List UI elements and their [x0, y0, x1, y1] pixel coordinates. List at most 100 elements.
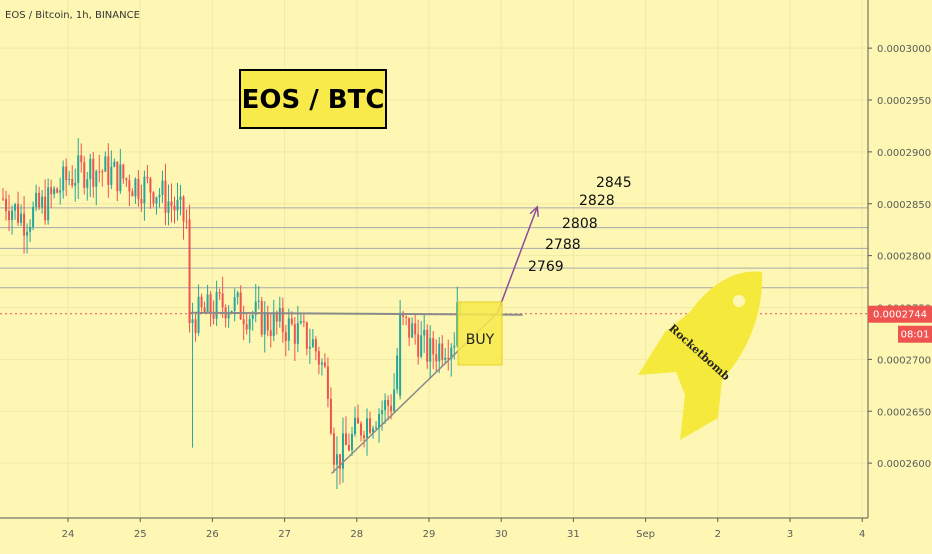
candle-body: [284, 332, 287, 341]
projection-arrow[interactable]: [496, 206, 539, 313]
candle-body: [302, 321, 305, 323]
candle-body: [378, 414, 381, 428]
buy-label: BUY: [466, 332, 495, 348]
candle-body: [326, 366, 329, 399]
price-axis[interactable]: [868, 0, 932, 518]
candle-body: [390, 405, 393, 412]
candle-body: [167, 201, 170, 213]
x-tick-label: 4: [859, 529, 865, 540]
candle-body: [420, 335, 423, 357]
target-label: 2828: [579, 193, 615, 209]
candle-body: [329, 398, 332, 434]
candle-body: [311, 339, 314, 347]
candle-body: [161, 180, 164, 196]
candle-body: [369, 418, 372, 433]
candle-body: [411, 323, 414, 338]
candle-body: [236, 292, 239, 298]
candle-body: [194, 319, 197, 333]
candle-body: [308, 346, 311, 349]
candle-body: [381, 410, 384, 415]
candle-body: [59, 190, 62, 193]
candle-body: [32, 206, 35, 228]
title-box-label: EOS / BTC: [242, 85, 385, 115]
candle-body: [353, 417, 356, 435]
candle-body: [251, 314, 254, 320]
candle-body: [197, 296, 200, 333]
plot-area: [0, 0, 868, 518]
buy-annotation: BUY: [457, 301, 503, 366]
candle-body: [203, 307, 206, 312]
candle-body: [263, 312, 266, 335]
candle-body: [119, 164, 122, 192]
candle-body: [92, 158, 95, 187]
candle-body: [23, 213, 26, 236]
candle-body: [215, 291, 218, 319]
candle-body: [35, 192, 38, 207]
candle-body: [347, 444, 350, 451]
current-price-value: 0.0002744: [873, 310, 927, 321]
candle-body: [441, 343, 444, 360]
candle-body: [438, 343, 441, 362]
candle-body: [8, 211, 11, 221]
candle-body: [257, 300, 260, 302]
x-tick-label: 31: [567, 529, 580, 540]
countdown-box: [898, 325, 932, 343]
x-tick-label: 28: [350, 529, 363, 540]
candle-body: [20, 213, 23, 223]
rocket-illustration: Rocketbomb: [638, 271, 763, 440]
symbol-legend[interactable]: EOS / Bitcoin, 1h, BINANCE: [5, 10, 140, 21]
target-label: 2769: [528, 259, 564, 275]
candle-body: [176, 199, 179, 211]
candle-body: [116, 161, 119, 192]
candle-body: [38, 192, 41, 208]
candle-body: [179, 196, 182, 200]
candle-body: [65, 166, 68, 181]
candle-body: [317, 351, 320, 365]
candle-body: [287, 318, 290, 341]
candle-body: [227, 312, 230, 319]
candle-body: [56, 188, 59, 193]
candle-body: [299, 321, 302, 324]
candle-body: [450, 347, 453, 359]
candle-body: [149, 178, 152, 193]
candle-body: [399, 312, 402, 396]
candle-body: [107, 156, 110, 185]
time-axis[interactable]: [0, 518, 932, 550]
candle-body: [242, 319, 245, 325]
candle-body: [5, 198, 8, 212]
candle-body: [47, 187, 50, 221]
x-tick-label: 27: [278, 529, 291, 540]
y-tick-label: 0.0002900: [877, 148, 931, 159]
candle-body: [212, 314, 215, 319]
candle-body: [341, 433, 344, 469]
candle-body: [41, 196, 44, 208]
current-price-tag: 0.0002744 08:01: [868, 305, 932, 343]
target-label: 2808: [562, 216, 598, 232]
candle-body: [357, 417, 360, 424]
candle-body: [80, 155, 83, 163]
candle-body: [170, 201, 173, 206]
candle-body: [152, 192, 155, 204]
candle-body: [366, 418, 369, 439]
y-tick-label: 0.0002950: [877, 96, 931, 107]
candle-body: [134, 178, 137, 197]
candle-body: [209, 294, 212, 315]
candle-body: [53, 188, 56, 195]
candle-body: [384, 400, 387, 411]
candle-body: [164, 180, 167, 213]
candle-body: [44, 196, 47, 221]
candle-body: [173, 205, 176, 211]
y-tick-label: 0.0003000: [877, 44, 931, 55]
candle-body: [429, 338, 432, 362]
x-tick-label: Sep: [636, 529, 655, 540]
y-tick-label: 0.0002800: [877, 252, 931, 263]
candle-body: [266, 312, 269, 331]
candle-body: [158, 195, 161, 198]
candle-body: [260, 300, 263, 335]
candle-body: [122, 164, 125, 179]
candle-body: [290, 318, 293, 325]
candle-body: [191, 319, 194, 324]
candle-body: [375, 427, 378, 429]
x-tick-label: 29: [423, 529, 436, 540]
